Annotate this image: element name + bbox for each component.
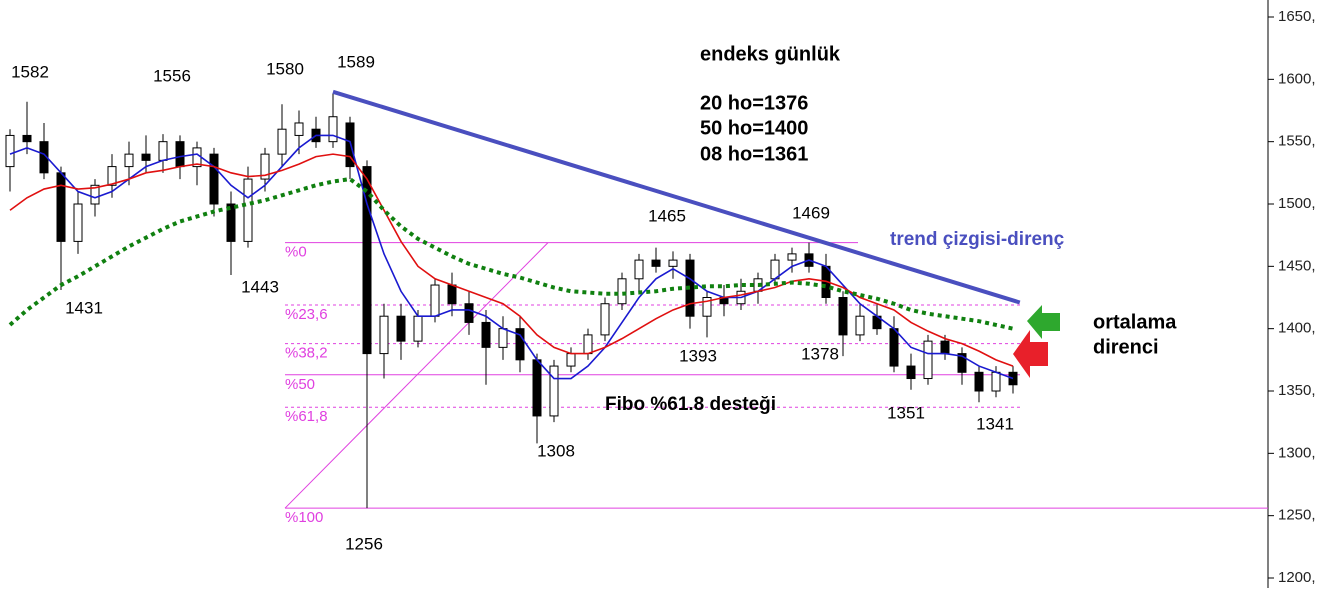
candle-body	[668, 259, 678, 267]
fib-label: %50	[285, 376, 315, 393]
candle-body	[90, 184, 100, 205]
candle-body	[634, 259, 644, 280]
fib-support-text: Fibo %61.8 desteği	[605, 394, 776, 415]
candle-body	[345, 122, 355, 168]
candle-body	[481, 321, 491, 348]
price-label: 1469	[792, 203, 830, 222]
price-label: 1393	[679, 346, 717, 365]
info-text: 08 ho=1361	[700, 143, 808, 165]
y-tick-label: 1650,	[1278, 8, 1316, 25]
candle-body	[175, 141, 185, 168]
fib-label: %0	[285, 244, 307, 261]
green-arrow	[1027, 305, 1060, 339]
moving-average	[9, 134, 1014, 380]
fib-diagonal	[284, 242, 549, 509]
price-label: 1580	[266, 59, 304, 78]
price-label: 1256	[345, 534, 383, 553]
trend-line	[332, 89, 1021, 305]
candle-body	[583, 334, 593, 355]
price-label: 1431	[65, 298, 103, 317]
fib-label: %100	[285, 509, 323, 526]
info-text: 50 ho=1400	[700, 117, 808, 139]
y-tick-label: 1500,	[1278, 195, 1316, 212]
candle-body	[413, 315, 423, 342]
moving-average	[8, 176, 1014, 331]
candle-body	[515, 328, 525, 361]
y-tick-label: 1400,	[1278, 320, 1316, 337]
candle-body	[362, 166, 372, 355]
candle-body	[5, 134, 15, 168]
candle-body	[889, 328, 899, 367]
moving-average	[9, 153, 1014, 367]
price-label: 1443	[241, 277, 279, 296]
candle-body	[702, 297, 712, 317]
candle-body	[73, 203, 83, 242]
candle-body	[294, 122, 304, 136]
fib-label: %61,8	[285, 408, 328, 425]
candle-body	[974, 371, 984, 392]
candle-body	[209, 153, 219, 205]
trend-label: trend çizgisi-direnç	[890, 229, 1065, 250]
candle-body	[328, 116, 338, 143]
candle-body	[617, 278, 627, 305]
candle-body	[940, 340, 950, 355]
price-label: 1308	[537, 441, 575, 460]
candle-body	[957, 353, 967, 373]
candle-body	[991, 371, 1001, 392]
price-label: 1582	[11, 62, 49, 81]
price-label: 1378	[801, 344, 839, 363]
candle-body	[447, 284, 457, 305]
red-arrow	[1013, 330, 1048, 378]
candle-body	[600, 303, 610, 336]
resistance-text: ortalama	[1093, 311, 1177, 333]
y-tick-label: 1350,	[1278, 382, 1316, 399]
candle-body	[226, 203, 236, 242]
candle-body	[923, 340, 933, 380]
candle-body	[838, 297, 848, 336]
y-tick-label: 1250,	[1278, 507, 1316, 524]
candle-body	[141, 153, 151, 161]
candle-body	[430, 284, 440, 317]
candle-body	[124, 153, 134, 168]
y-tick-label: 1550,	[1278, 133, 1316, 150]
y-tick-label: 1450,	[1278, 257, 1316, 274]
fib-label: %23,6	[285, 306, 328, 323]
candle-body	[107, 166, 117, 186]
candle-body	[277, 128, 287, 155]
candle-body	[158, 141, 168, 161]
resistance-text: direnci	[1093, 336, 1159, 358]
candle-body	[396, 315, 406, 342]
candle-body	[549, 365, 559, 417]
info-text: endeks günlük	[700, 43, 841, 65]
candle-body	[906, 365, 916, 380]
price-label: 1556	[153, 66, 191, 85]
candle-body	[855, 315, 865, 336]
candle-body	[464, 303, 474, 323]
candle-body	[532, 359, 542, 417]
candle-body	[243, 178, 253, 242]
price-label: 1465	[648, 206, 686, 225]
candle-body	[498, 328, 508, 348]
candle-body	[260, 153, 270, 180]
fib-label: %38,2	[285, 345, 328, 362]
y-tick-label: 1600,	[1278, 70, 1316, 87]
candle-body	[56, 172, 66, 242]
candle-body	[379, 315, 389, 355]
price-label: 1589	[337, 52, 375, 71]
y-tick-label: 1300,	[1278, 444, 1316, 461]
y-tick-label: 1200,	[1278, 569, 1316, 586]
price-label: 1351	[887, 403, 925, 422]
candle-body	[22, 134, 32, 143]
price-label: 1341	[976, 414, 1014, 433]
candle-body	[566, 353, 576, 367]
info-text: 20 ho=1376	[700, 92, 808, 114]
candle-body	[787, 253, 797, 261]
candle-body	[651, 259, 661, 267]
candle-body	[39, 141, 49, 174]
